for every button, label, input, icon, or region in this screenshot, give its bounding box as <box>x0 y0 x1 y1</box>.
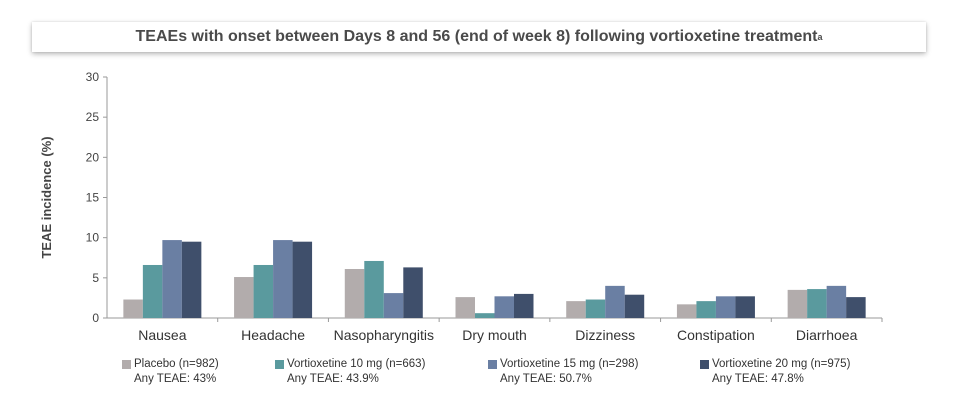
bar-nausea-series-3 <box>162 240 182 318</box>
bar-dry-mouth-series-4 <box>514 293 534 318</box>
bar-nausea-series-4 <box>181 241 202 318</box>
bar-dizziness-series-1 <box>566 301 586 318</box>
bar-headache-series-1 <box>234 277 254 318</box>
bar-nasopharyngitis-series-4 <box>403 267 423 318</box>
chart-title: TEAEs with onset between Days 8 and 56 (… <box>32 22 926 52</box>
y-tick-label: 15 <box>86 191 100 205</box>
chart-title-superscript: a <box>817 32 823 42</box>
legend-series-name: Vortioxetine 15 mg (n=298) <box>500 358 639 370</box>
legend-item-4: Vortioxetine 20 mg (n=975) Any TEAE: 47.8… <box>700 357 850 387</box>
x-tick-label: Dizziness <box>575 327 635 343</box>
legend-any-teae: Any TEAE: 43% <box>134 373 217 385</box>
bar-diarrhoea-series-3 <box>826 285 847 318</box>
bar-diarrhoea-series-4 <box>846 297 866 318</box>
bar-chart: 0 5 10 15 20 25 30 TEAE incidence (%) Nausea Head… <box>39 70 883 343</box>
legend-any-teae: Any TEAE: 43.9% <box>287 373 379 385</box>
y-tick-label: 30 <box>86 70 100 84</box>
bar-dry-mouth-series-3 <box>494 296 514 318</box>
x-tick-label: Constipation <box>677 327 755 343</box>
legend-item-3: Vortioxetine 15 mg (n=298) Any TEAE: 50.7… <box>488 357 638 387</box>
y-tick-label: 0 <box>92 311 99 325</box>
y-axis-label: TEAE incidence (%) <box>39 136 54 258</box>
bar-constipation-series-4 <box>735 296 755 318</box>
legend-item-2: Vortioxetine 10 mg (n=663) Any TEAE: 43.9… <box>275 357 425 387</box>
legend-series-name: Vortioxetine 10 mg (n=663) <box>287 358 426 370</box>
legend-series-name: Vortioxetine 20 mg (n=975) <box>712 358 851 370</box>
legend-series-name: Placebo (n=982) <box>134 358 219 370</box>
y-tick-label: 10 <box>86 231 100 245</box>
bar-nasopharyngitis-series-1 <box>344 268 365 318</box>
bar-dry-mouth-series-1 <box>455 297 475 318</box>
y-tick-label: 5 <box>92 271 99 285</box>
legend-any-teae: Any TEAE: 50.7% <box>500 373 592 385</box>
bar-diarrhoea-series-1 <box>787 289 808 318</box>
x-tick-label: Diarrhoea <box>796 327 858 343</box>
chart-title-text: TEAEs with onset between Days 8 and 56 (… <box>135 28 818 45</box>
bar-headache-series-2 <box>253 264 274 318</box>
y-tick-label: 20 <box>86 150 100 164</box>
legend-swatch <box>275 360 284 369</box>
bar-dizziness-series-2 <box>585 299 606 318</box>
x-tick-label: Nasopharyngitis <box>334 327 434 343</box>
legend-swatch <box>700 360 709 369</box>
x-tick-label: Dry mouth <box>462 327 527 343</box>
bar-nasopharyngitis-series-3 <box>383 293 404 318</box>
legend-swatch <box>488 360 497 369</box>
bar-nausea-series-1 <box>123 299 143 318</box>
bar-dry-mouth-series-2 <box>475 313 495 318</box>
legend: Placebo (n=982) Any TEAE: 43% Vortioxetine… <box>0 357 960 397</box>
legend-item-1: Placebo (n=982) Any TEAE: 43% <box>122 357 219 387</box>
bar-constipation-series-1 <box>676 304 697 318</box>
bar-headache-series-4 <box>292 241 313 318</box>
x-tick-label: Nausea <box>138 327 186 343</box>
bar-diarrhoea-series-2 <box>807 289 827 318</box>
bar-nausea-series-2 <box>142 264 163 318</box>
bar-headache-series-3 <box>273 240 293 318</box>
bar-dizziness-series-3 <box>605 285 625 318</box>
legend-any-teae: Any TEAE: 47.8% <box>712 373 804 385</box>
bar-dizziness-series-4 <box>624 294 645 318</box>
x-tick-label: Headache <box>241 327 305 343</box>
bar-constipation-series-2 <box>696 301 716 318</box>
legend-swatch <box>122 360 131 369</box>
bar-nasopharyngitis-series-2 <box>364 260 384 318</box>
bar-constipation-series-3 <box>715 296 736 318</box>
y-tick-label: 25 <box>86 110 100 124</box>
